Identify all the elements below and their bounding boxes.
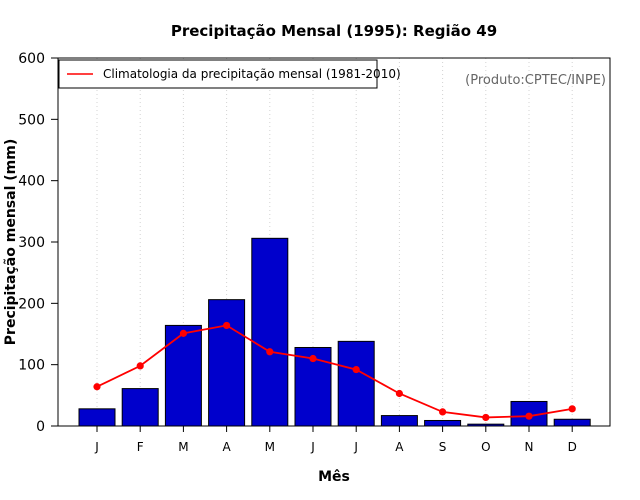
climatology-point-3 xyxy=(179,329,187,337)
legend-box xyxy=(58,59,378,89)
x-tick-label: D xyxy=(568,440,577,454)
climatology-series xyxy=(93,321,576,422)
x-tick-label: M xyxy=(265,440,275,454)
climatology-line xyxy=(96,324,573,419)
x-tick-label: N xyxy=(525,440,534,454)
bar-series xyxy=(78,237,591,427)
bar-7 xyxy=(337,340,375,427)
climatology-point-2 xyxy=(136,362,144,370)
x-tick-label: J xyxy=(94,440,99,454)
x-tick-label: O xyxy=(481,440,490,454)
climatology-point-6 xyxy=(309,354,317,363)
plot-frame xyxy=(57,57,611,427)
y-tick-label: 400 xyxy=(18,174,45,190)
x-tick-label: M xyxy=(178,440,188,454)
climatology-point-11 xyxy=(525,412,533,420)
x-tick-label: A xyxy=(222,440,231,454)
y-tick-label: 300 xyxy=(18,235,45,251)
y-axis: 0 100 200 300 400 500 600 xyxy=(18,51,58,435)
credit-text: (Produto:CPTEC/INPE) xyxy=(465,73,606,88)
chart-title: Precipitação Mensal (1995): Região 49 xyxy=(171,22,497,40)
bar-5 xyxy=(251,237,289,427)
legend: Climatologia da precipitação mensal (198… xyxy=(58,59,401,89)
bar-3 xyxy=(164,324,202,427)
y-tick-label: 100 xyxy=(18,358,45,374)
climatology-point-7 xyxy=(352,365,360,374)
y-tick-label: 200 xyxy=(18,296,45,312)
y-tick-label: 600 xyxy=(18,51,45,67)
x-tick-label: S xyxy=(439,440,447,454)
x-tick-label: J xyxy=(353,440,358,454)
bar-9 xyxy=(424,419,462,427)
climatology-point-9 xyxy=(439,408,447,416)
y-tick-label: 0 xyxy=(36,419,45,435)
climatology-point-12 xyxy=(568,405,576,413)
x-tick-label: A xyxy=(395,440,404,454)
y-tick-label: 500 xyxy=(18,112,45,128)
bar-2 xyxy=(121,388,159,427)
bar-8 xyxy=(380,415,418,427)
climatology-point-4 xyxy=(223,321,231,330)
climatology-point-10 xyxy=(482,413,490,422)
climatology-point-1 xyxy=(93,383,101,391)
climatology-point-8 xyxy=(395,389,403,398)
x-tick-label: F xyxy=(137,440,144,454)
bar-4 xyxy=(208,299,246,427)
x-axis-label: Mês xyxy=(318,469,350,485)
grid-lines xyxy=(96,58,573,426)
bar-12 xyxy=(553,418,591,427)
bar-1 xyxy=(78,408,116,427)
x-tick-label: J xyxy=(310,440,315,454)
y-axis-label: Precipitação mensal (mm) xyxy=(3,139,19,345)
climatology-point-5 xyxy=(266,348,274,356)
legend-label: Climatologia da precipitação mensal (198… xyxy=(103,67,401,81)
